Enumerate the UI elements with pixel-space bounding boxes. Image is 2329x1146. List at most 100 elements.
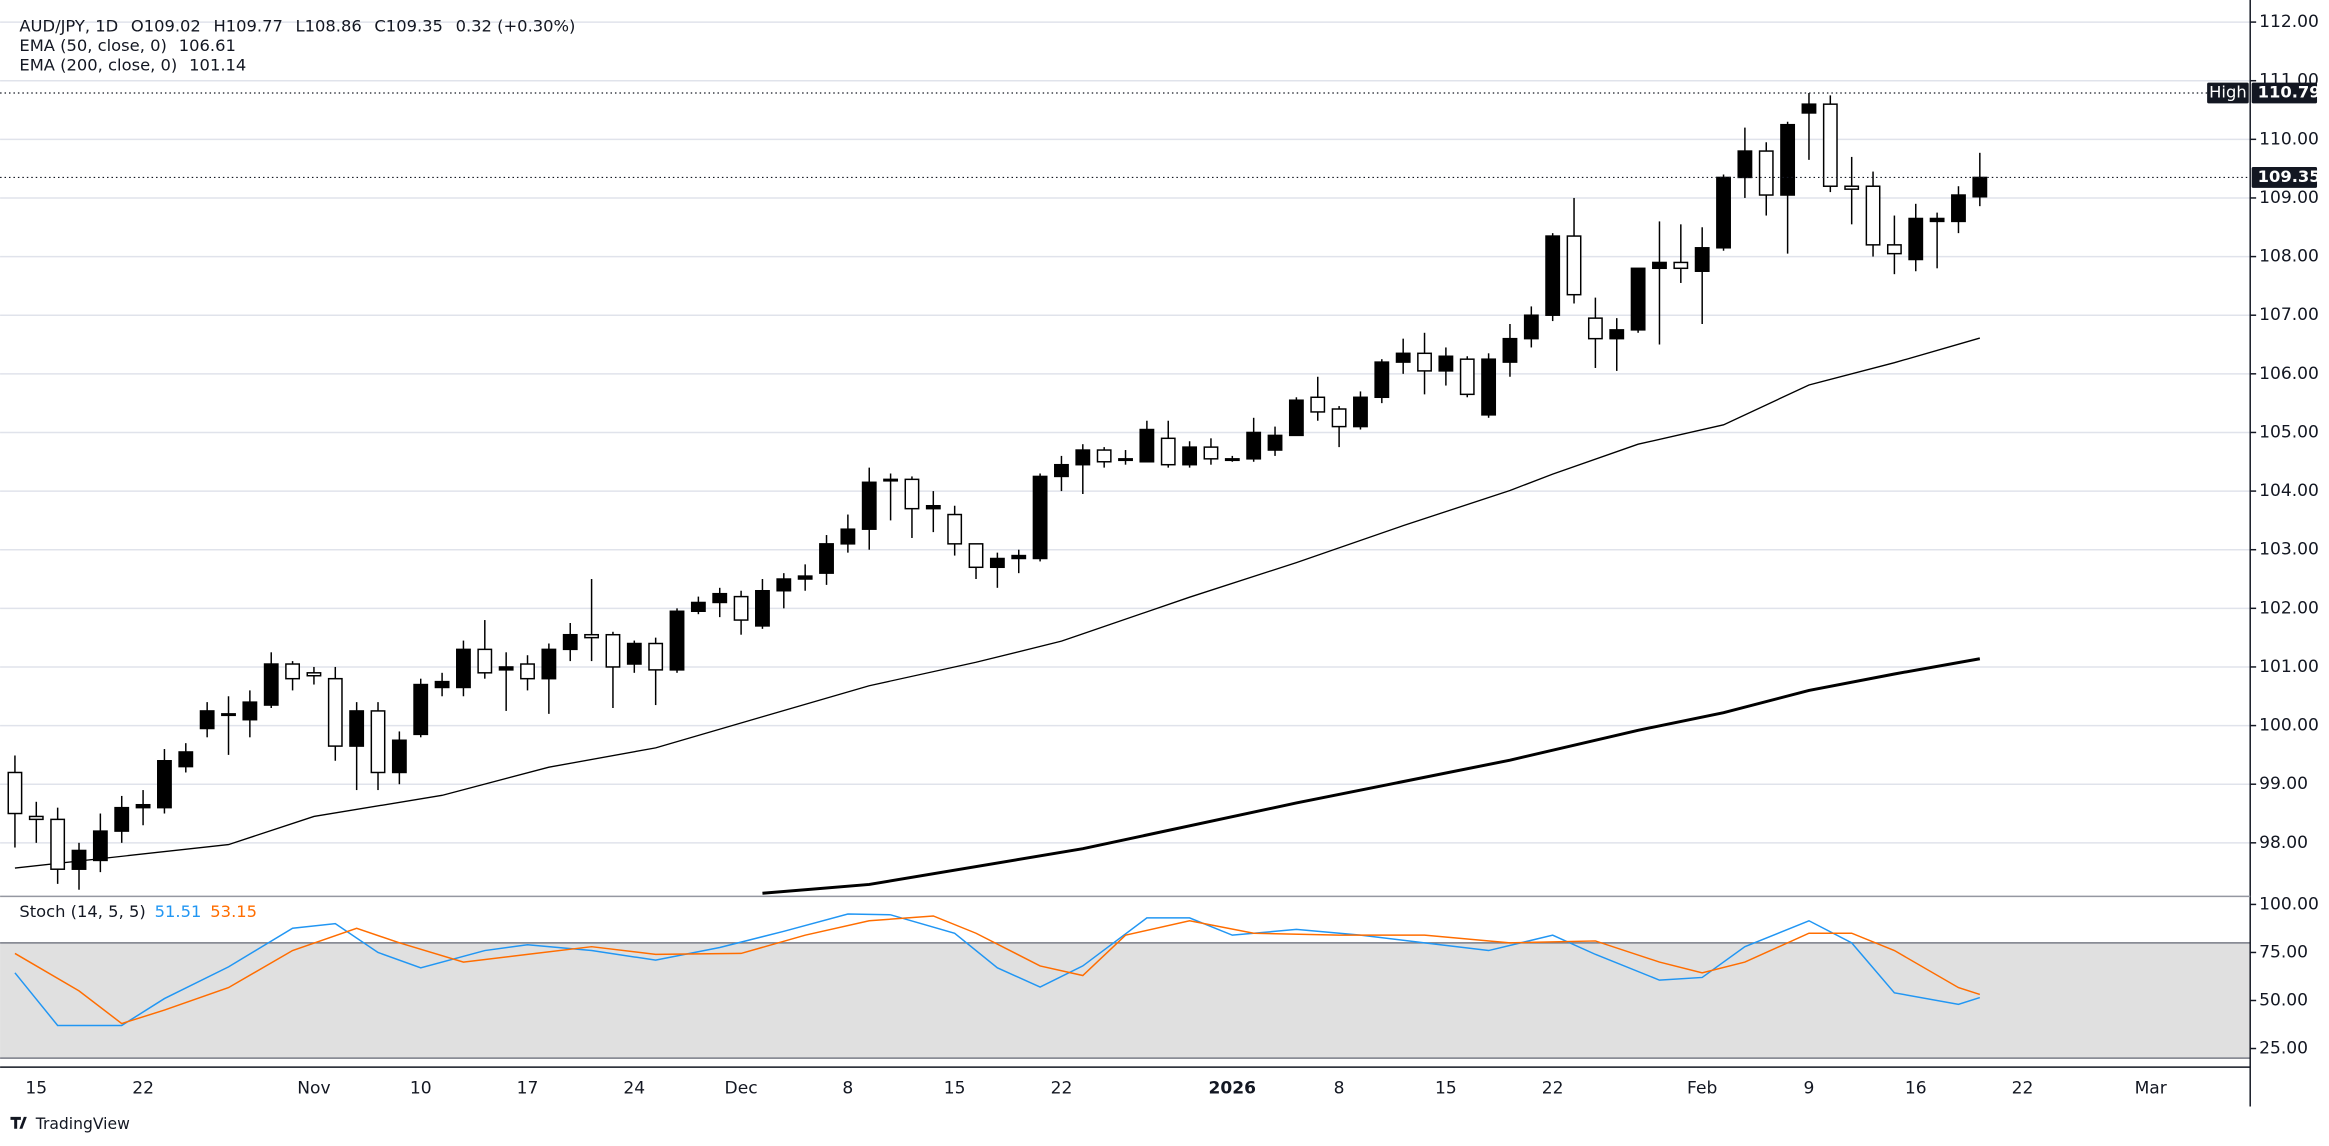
x-tick-label: 8 <box>842 1079 853 1099</box>
candle-body <box>50 818 66 870</box>
candle-body <box>1972 176 1988 198</box>
candle-body <box>1075 449 1091 466</box>
logo: TradingView <box>10 1115 130 1133</box>
legend-value: 53.15 <box>210 901 257 920</box>
candle-body <box>1139 428 1155 463</box>
y-tick-label: 110.00 <box>2259 129 2319 149</box>
candle-body <box>1353 396 1368 428</box>
candle-body <box>1310 396 1326 413</box>
y-tick-label: 98.00 <box>2259 833 2308 853</box>
candle-body <box>285 663 301 680</box>
candle-body <box>1630 267 1646 331</box>
candle-body <box>1844 185 1860 190</box>
stoch-line <box>14 915 1981 1025</box>
y-tick-label: 100.00 <box>2259 716 2319 736</box>
candle-body <box>1737 150 1753 179</box>
y-tick-label: 108.00 <box>2259 247 2319 267</box>
y-tick-label: 104.00 <box>2259 481 2319 501</box>
candle-body <box>157 760 172 809</box>
stoch-line <box>14 913 1981 1027</box>
candle-body <box>712 592 728 604</box>
candle-body <box>1502 337 1518 363</box>
candle-body <box>1545 235 1561 316</box>
candle-body <box>1481 358 1497 416</box>
candle-body <box>135 803 151 809</box>
candle-body <box>968 543 984 569</box>
candle-body <box>626 642 642 665</box>
y-tick-label: 109.00 <box>2259 188 2319 208</box>
ohlc-value: 109.35 <box>386 16 443 35</box>
legend-name: EMA (200, close, 0) <box>19 55 177 74</box>
ema-line <box>14 337 1981 869</box>
candle-body <box>1652 261 1667 270</box>
x-tick-label: 15 <box>25 1079 47 1099</box>
candle-body <box>541 648 557 680</box>
x-tick-label: Feb <box>1687 1079 1717 1099</box>
x-tick-label: 22 <box>2012 1079 2034 1099</box>
stoch-legend: Stoch (14, 5, 5) 51.51 53.15 <box>19 901 257 920</box>
candle-body <box>1118 458 1133 462</box>
candle-body <box>1587 317 1603 340</box>
candle-body <box>755 589 770 627</box>
header: AUD/JPY, 1D O109.02 H109.77 L108.86 C109… <box>19 16 575 35</box>
y-tick-label: 102.00 <box>2259 598 2319 618</box>
ohlc-value: 109.77 <box>226 16 283 35</box>
ohlc-label: H <box>213 16 225 35</box>
candle-body <box>114 806 130 832</box>
x-tick-label: 2026 <box>1209 1079 1257 1099</box>
candle-body <box>370 710 386 774</box>
candle-body <box>819 543 834 574</box>
y-tick-label: 103.00 <box>2259 540 2319 560</box>
candle-body <box>221 713 236 717</box>
candle-body <box>199 710 215 730</box>
candle-body <box>1673 261 1689 270</box>
ohlc-label: L <box>296 16 306 35</box>
legend-value: 106.61 <box>179 36 236 55</box>
candle-body <box>1694 247 1710 272</box>
candle-body <box>733 595 749 621</box>
candle-body <box>1288 399 1304 437</box>
y-tick-label: 101.00 <box>2259 657 2319 677</box>
candle-body <box>904 478 920 510</box>
candle-body <box>1246 431 1262 460</box>
change: 0.32 (+0.30%) <box>456 16 576 35</box>
high-value-box <box>2251 82 2318 104</box>
candle-body <box>71 849 87 870</box>
candle-body <box>797 575 813 580</box>
y-tick-label: 25.00 <box>2259 1039 2308 1059</box>
candle-body <box>562 633 578 651</box>
candle-body <box>1032 475 1048 560</box>
candle-body <box>306 672 322 677</box>
y-tick-label: 112.00 <box>2259 12 2319 32</box>
candle-body <box>178 751 194 768</box>
high-label-box <box>2207 82 2249 104</box>
x-tick-label: 10 <box>410 1079 432 1099</box>
x-tick-label: 15 <box>944 1079 966 1099</box>
x-tick-label: Dec <box>725 1079 758 1099</box>
candle-body <box>1417 352 1432 372</box>
candle-body <box>1929 217 1945 223</box>
candle-body <box>1203 446 1219 460</box>
candle-body <box>1951 194 1966 223</box>
brand: TradingView <box>35 1115 130 1133</box>
stoch-band <box>0 942 2251 1059</box>
candle-body <box>1716 176 1731 249</box>
candle-body <box>92 830 108 862</box>
candle-body <box>1160 437 1176 466</box>
candle-body <box>391 739 407 774</box>
candle-body <box>690 601 706 613</box>
candle-body <box>840 528 856 545</box>
x-tick-label: 24 <box>623 1079 645 1099</box>
candle-body <box>1886 244 1902 255</box>
candle-body <box>1182 446 1198 466</box>
candle-body <box>648 642 664 671</box>
plot-area <box>0 92 2251 1027</box>
x-tick-label: 16 <box>1905 1079 1927 1099</box>
candle-body <box>7 771 23 815</box>
x-tick-label: 15 <box>1435 1079 1457 1099</box>
candle-body <box>1780 123 1796 196</box>
y-tick-label: 75.00 <box>2259 942 2308 962</box>
y-tick-label: 106.00 <box>2259 364 2319 384</box>
candle-body <box>1523 314 1539 340</box>
ohlc-label: C <box>374 16 385 35</box>
